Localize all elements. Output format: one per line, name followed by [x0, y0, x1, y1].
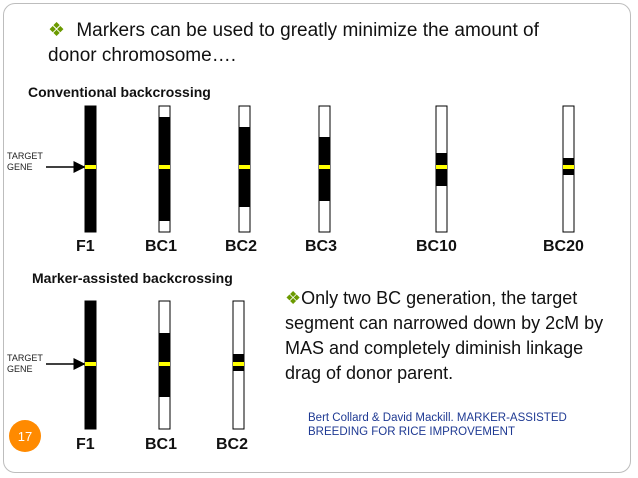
- target-label-line2: GENE: [7, 162, 33, 172]
- source-credit: Bert Collard & David Mackill. MARKER-ASS…: [308, 412, 567, 438]
- mas-gen-label-bc1: BC1: [145, 436, 178, 453]
- target-gene-label-bottom: TARGET GENE: [7, 353, 43, 375]
- mas-gen-label-bc2: BC2: [216, 436, 249, 453]
- mas-note-text: Only two BC generation, the target segme…: [285, 288, 604, 383]
- conventional-backcrossing-label: Conventional backcrossing: [28, 84, 211, 100]
- gen-label-bc20: BC20: [543, 238, 584, 255]
- mas-chromosome-f1: [84, 300, 97, 430]
- chromosome-bc3: [318, 105, 331, 233]
- chromosome-bc10: [435, 105, 448, 233]
- target-gene-label-top: TARGET GENE: [7, 151, 43, 173]
- gen-label-f1: F1: [76, 238, 95, 255]
- gen-label-bc2: BC2: [225, 238, 258, 255]
- target-label-line1: TARGET: [7, 353, 43, 363]
- target-label-line1: TARGET: [7, 151, 43, 161]
- heading-text: Markers can be used to greatly minimize …: [48, 20, 539, 66]
- chromosome-bc20: [562, 105, 575, 233]
- diamond-bullet-icon: ❖: [48, 20, 66, 41]
- marker-assisted-backcrossing-label: Marker-assisted backcrossing: [32, 270, 233, 286]
- chromosome-bc1: [158, 105, 171, 233]
- chromosome-f1: [84, 105, 97, 233]
- mas-gen-label-f1: F1: [76, 436, 95, 453]
- mas-chromosome-bc1: [158, 300, 171, 430]
- slide-heading: ❖ Markers can be used to greatly minimiz…: [48, 18, 568, 68]
- gen-label-bc3: BC3: [305, 238, 338, 255]
- chromosome-bc2: [238, 105, 251, 233]
- mas-chromosome-bc2: [232, 300, 245, 430]
- slide-frame: [3, 3, 631, 473]
- diamond-bullet-icon: ❖: [285, 288, 302, 308]
- gen-label-bc1: BC1: [145, 238, 178, 255]
- page-number-badge: 17: [9, 420, 41, 452]
- mas-note: ❖Only two BC generation, the target segm…: [285, 286, 615, 386]
- gen-label-bc10: BC10: [416, 238, 457, 255]
- target-label-line2: GENE: [7, 364, 33, 374]
